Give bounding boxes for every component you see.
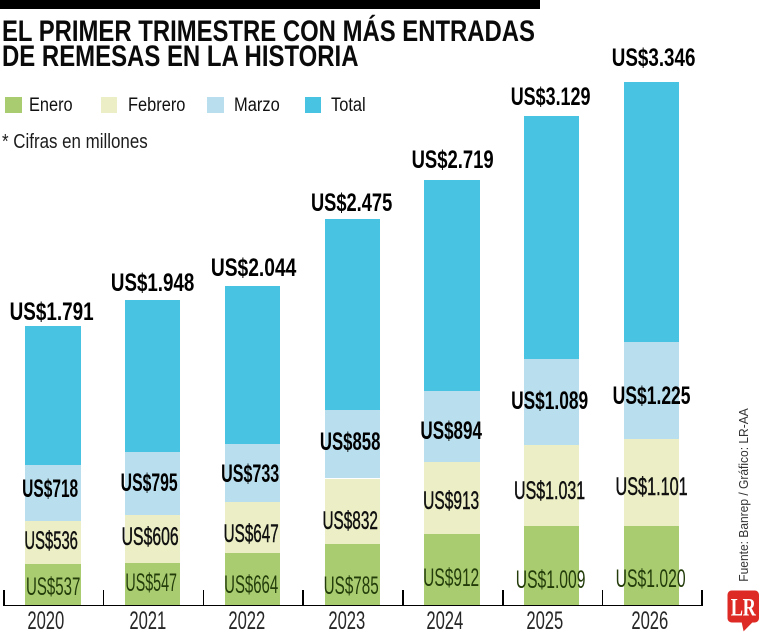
svg-text:LR: LR (731, 593, 757, 622)
